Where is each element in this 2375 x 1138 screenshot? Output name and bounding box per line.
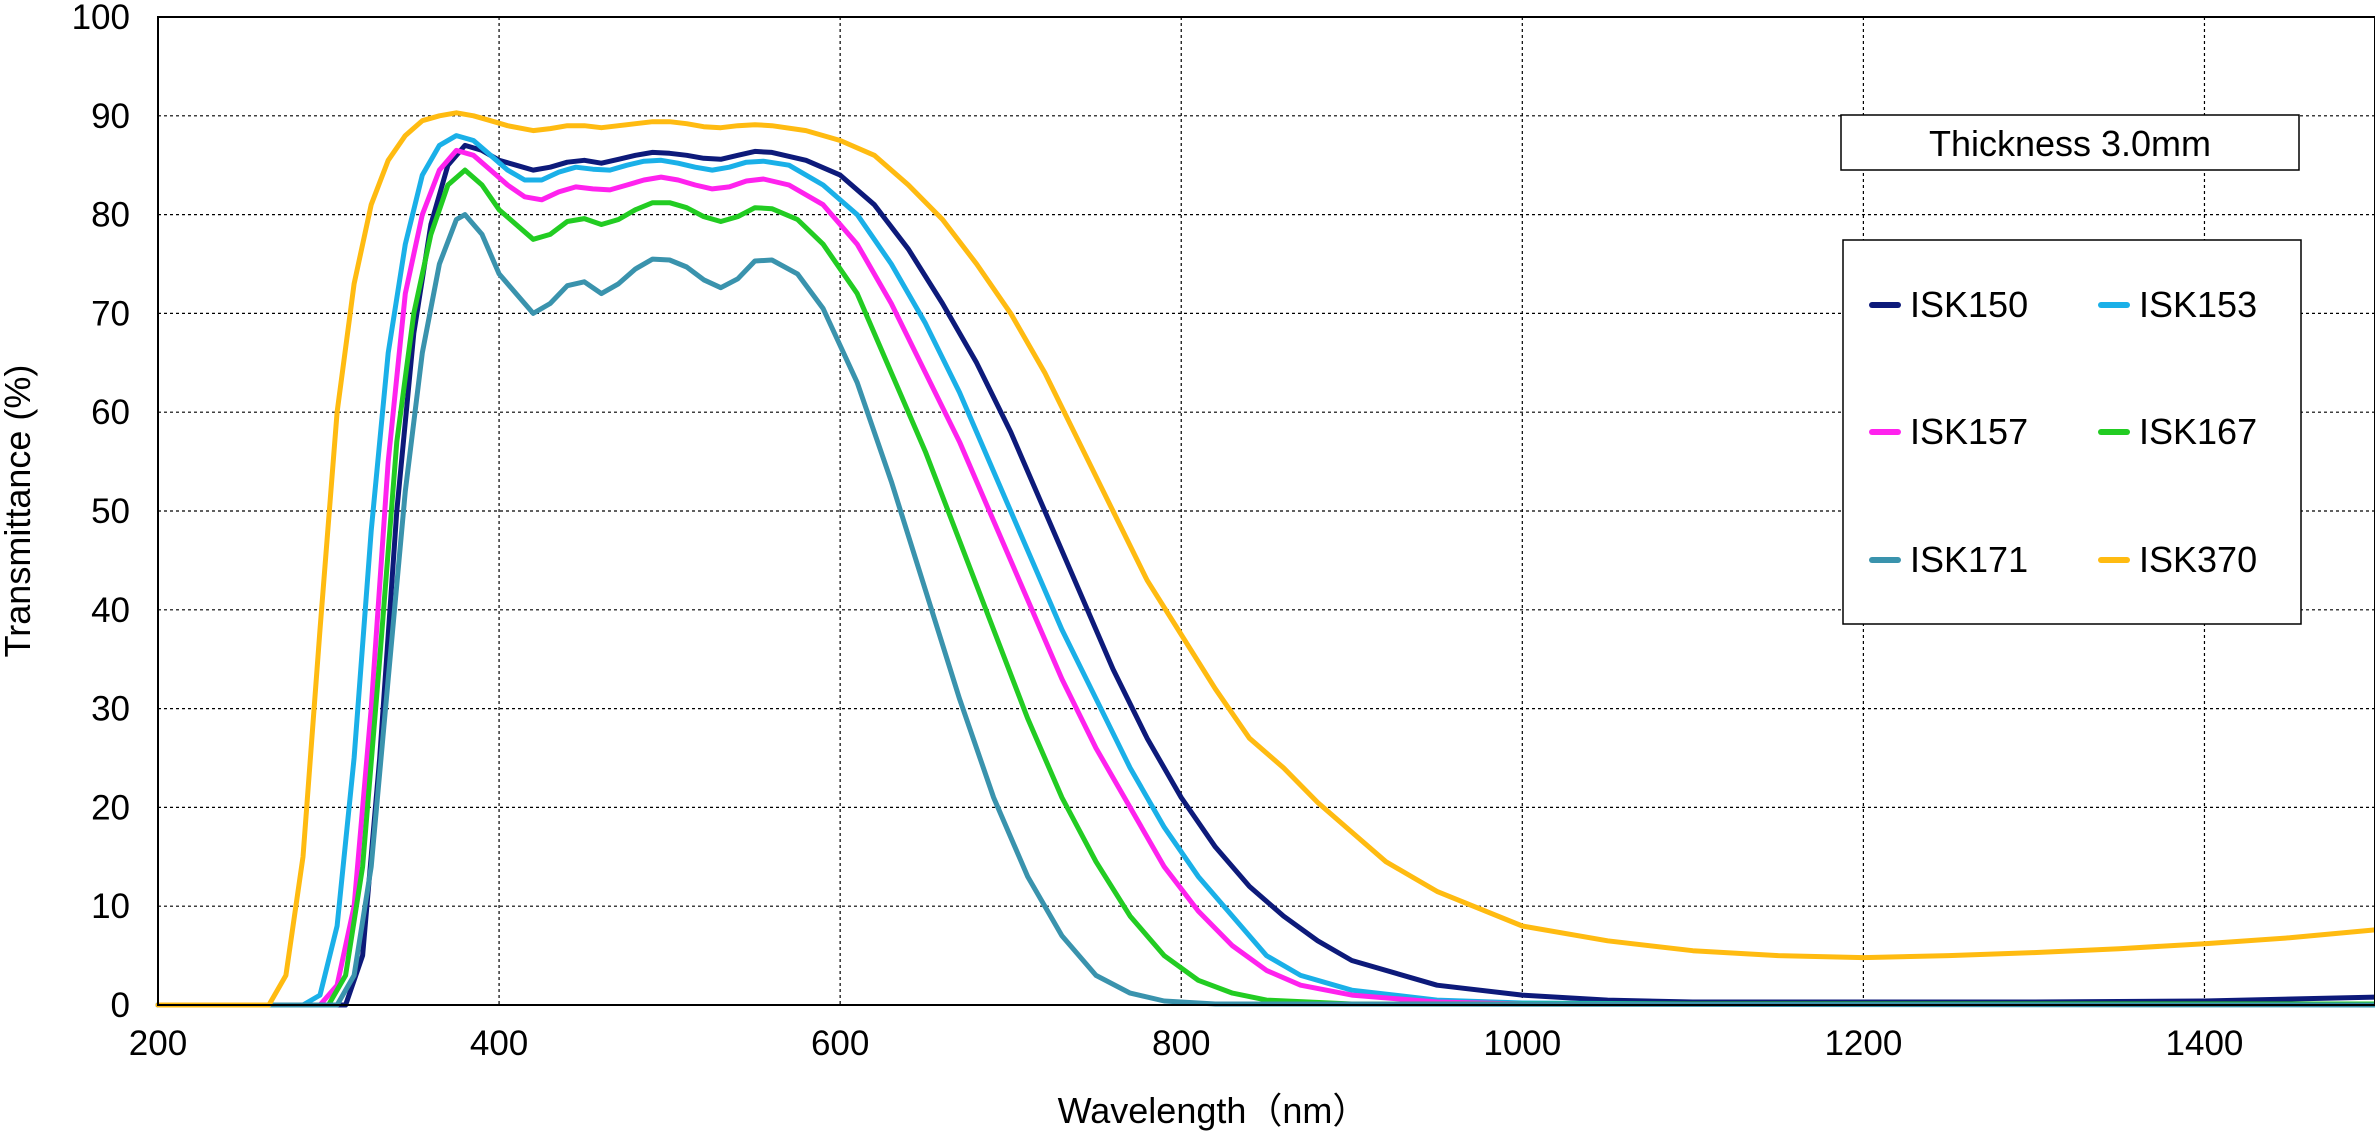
- annotation-box: [1840, 114, 2300, 171]
- legend-label-isk171: ISK171: [1910, 539, 2028, 580]
- y-tick-label: 70: [91, 294, 130, 333]
- y-tick-label: 0: [111, 986, 130, 1025]
- series-line-isk167: [155, 167, 2375, 1008]
- series-line-isk157: [155, 147, 2375, 1008]
- series-line-isk171: [155, 212, 2375, 1008]
- plot-frame: [157, 16, 2375, 1006]
- y-tick-label: 10: [91, 887, 130, 926]
- series-layer: [155, 110, 2375, 1008]
- y-tick-label: 50: [91, 492, 130, 531]
- tick-labels: 0 10 20 30 40 50 60 70 80 90 100 200 400 600 800 1000 12…: [72, 0, 2244, 1063]
- y-tick-label: 90: [91, 97, 130, 136]
- legend-label-isk370: ISK370: [2139, 539, 2257, 580]
- x-tick-label: 1000: [1483, 1024, 1561, 1063]
- y-axis-title: Transmittance (%): [0, 365, 38, 658]
- series-line-isk153: [155, 133, 2375, 1008]
- y-tick-label: 40: [91, 591, 130, 630]
- x-tick-label: 1200: [1824, 1024, 1902, 1063]
- legend-box: [1842, 239, 2302, 625]
- x-tick-label: 600: [811, 1024, 869, 1063]
- legend-label-isk167: ISK167: [2139, 411, 2257, 452]
- legend-label-isk150: ISK150: [1910, 284, 2028, 325]
- legend-label-isk157: ISK157: [1910, 411, 2028, 452]
- y-tick-label: 20: [91, 788, 130, 827]
- y-tick-label: 60: [91, 393, 130, 432]
- y-tick-label: 80: [91, 196, 130, 235]
- thickness-annotation: Thickness 3.0mm: [1840, 114, 2300, 171]
- legend: ISK150 ISK153 ISK157 ISK167 ISK171 ISK370: [1842, 239, 2302, 625]
- series-line-isk150: [155, 142, 2375, 1008]
- series-line-isk370: [155, 110, 2375, 1008]
- x-tick-label: 400: [470, 1024, 528, 1063]
- x-tick-label: 800: [1152, 1024, 1210, 1063]
- x-tick-label: 1400: [2166, 1024, 2244, 1063]
- annotation-text: Thickness 3.0mm: [1929, 123, 2211, 164]
- x-tick-label: 200: [129, 1024, 187, 1063]
- y-tick-label: 30: [91, 690, 130, 729]
- x-axis-title: Wavelength（nm）: [1058, 1090, 1369, 1131]
- y-tick-label: 100: [72, 0, 130, 37]
- legend-label-isk153: ISK153: [2139, 284, 2257, 325]
